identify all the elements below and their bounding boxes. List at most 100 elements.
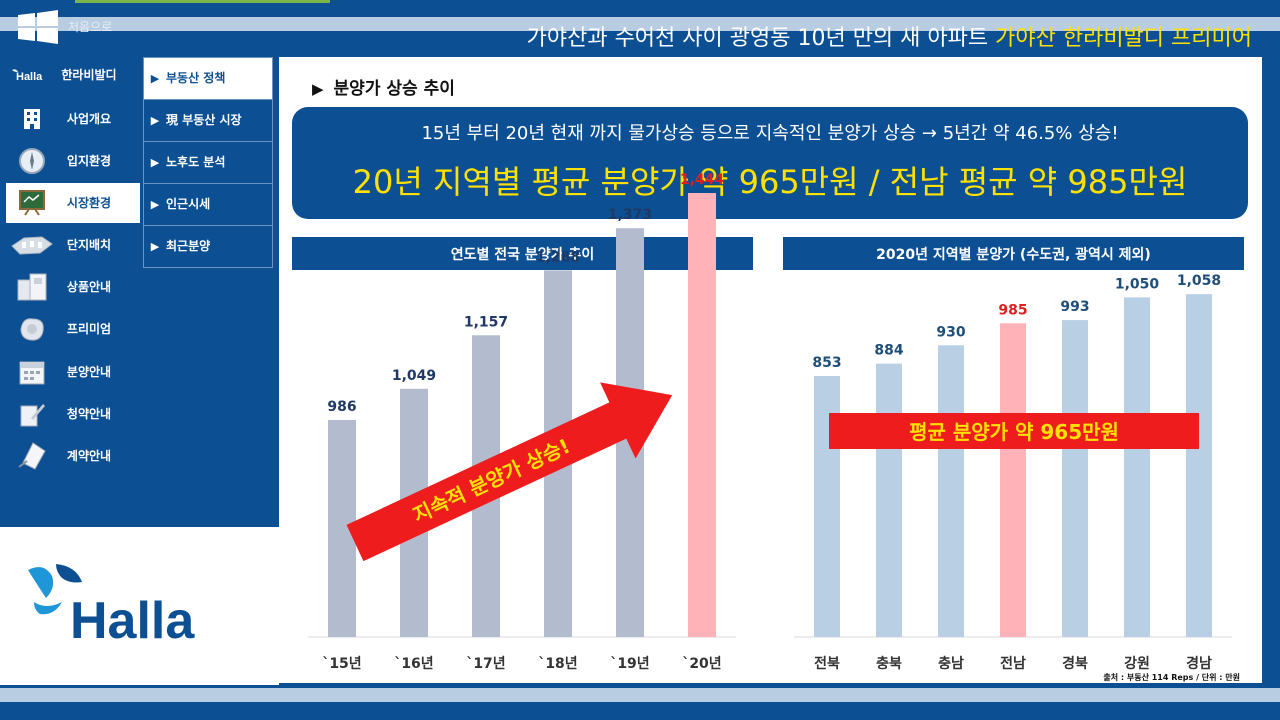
value-label-5: 1,444 [680, 172, 725, 188]
banner-line-1: 15년 부터 20년 현재 까지 물가상승 등으로 지속적인 분양가 상승 → … [421, 123, 1119, 144]
category-label-0: 전북 [814, 655, 840, 672]
average-price-label: 평균 분양가 약 965만원 [909, 420, 1119, 444]
category-label-3: 전남 [1000, 655, 1026, 672]
bar-5 [1124, 297, 1150, 637]
value-label-2: 930 [936, 324, 965, 340]
svg-text:Halla: Halla [16, 71, 43, 82]
category-label-2: `17년 [466, 656, 505, 672]
value-label-0: 986 [327, 399, 356, 415]
submenu-item-label: 최근분양 [166, 239, 211, 253]
play-icon: ▶ [150, 114, 160, 127]
bar-2 [938, 345, 964, 637]
sidebar-item-location[interactable]: 입지환경 [6, 141, 140, 181]
category-label-5: `20년 [682, 656, 721, 672]
floorplan-icon [6, 269, 58, 305]
sidebar-item-label: 상품안내 [66, 279, 112, 294]
average-price-box [829, 413, 1199, 449]
sidebar-item-overview[interactable]: 사업개요 [6, 99, 140, 139]
category-label-0: `15년 [322, 656, 361, 672]
sidebar-item-label: 시장환경 [66, 195, 112, 210]
submenu: ▶ 부동산 정책 ▶ 現 부동산 시장 ▶ 노후도 분석 ▶ 인근시세 ▶ 최근분양 [143, 57, 273, 268]
category-label-3: `18년 [538, 656, 577, 672]
category-label-6: 경남 [1186, 655, 1212, 672]
yearly-price-chart: 986 `15년 1,049 `16년 1,157 `17년 1,288 `18년 1,373 `… [308, 172, 736, 672]
trend-arrow-shape [346, 382, 673, 562]
submenu-item-label: 부동산 정책 [166, 71, 226, 85]
play-icon: ▶ [150, 72, 160, 85]
logo-text: Halla [70, 592, 195, 642]
summary-banner: 15년 부터 20년 현재 까지 물가상승 등으로 지속적인 분양가 상승 → … [292, 107, 1248, 219]
headline-highlight: 가야산 한라비발디 프리미어 [995, 26, 1252, 51]
main-content: ▶ 분양가 상승 추이 15년 부터 20년 현재 까지 물가상승 등으로 지속적… [279, 57, 1262, 683]
value-label-3: 985 [998, 302, 1027, 318]
play-icon: ▶ [150, 240, 160, 253]
headline-main: 가야산과 수어천 사이 광영동 10년 만의 새 아파트 [526, 26, 996, 51]
sidebar-item-label: 한라비발디 [61, 67, 117, 82]
value-label-1: 884 [874, 343, 903, 359]
sidebar-item-product[interactable]: 상품안내 [6, 267, 140, 307]
sidebar-item-sale[interactable]: 분양안내 [6, 352, 140, 392]
play-icon: ▶ [150, 198, 160, 211]
sidebar-item-label: 계약안내 [66, 448, 112, 463]
sidebar-item-label: 단지배치 [66, 237, 112, 252]
top-stripe [0, 17, 1280, 31]
sidebar-item-premium[interactable]: 프리미엄 [6, 309, 140, 349]
submenu-item-policy[interactable]: ▶ 부동산 정책 [143, 57, 273, 100]
sidebar-item-siteplan[interactable]: 단지배치 [6, 225, 140, 265]
value-label-5: 1,050 [1115, 276, 1160, 292]
sidebar-item-hallavivaldi[interactable]: Halla 한라비발디 [6, 55, 140, 95]
value-label-2: 1,157 [464, 314, 508, 330]
submenu-item-nearby-price[interactable]: ▶ 인근시세 [143, 184, 273, 226]
page-headline: 가야산과 수어천 사이 광영동 10년 만의 새 아파트 가야산 한라비발디 프… [527, 20, 1252, 52]
calendar-icon [6, 354, 58, 390]
category-label-2: 충남 [938, 655, 964, 672]
bar-3 [1000, 323, 1026, 637]
sidebar-item-contract[interactable]: 계약안내 [6, 436, 140, 476]
contract-icon [6, 438, 58, 474]
building-icon [6, 101, 58, 137]
sidebar-item-market[interactable]: 시장환경 [6, 183, 140, 223]
sidebar-item-label: 분양안내 [66, 364, 112, 379]
bar-4 [1062, 320, 1088, 637]
sidebar-item-label: 프리미엄 [66, 321, 112, 336]
category-label-5: 강원 [1124, 655, 1150, 672]
compass-icon [6, 143, 58, 179]
category-label-4: `19년 [610, 656, 649, 672]
premium-icon [6, 311, 58, 347]
value-label-4: 993 [1060, 299, 1089, 315]
chart1-title: 연도별 전국 분양가 추이 [292, 237, 753, 270]
sidebar-item-label: 사업개요 [66, 111, 112, 126]
halla-logo: Halla [26, 562, 246, 650]
submenu-item-recent-sale[interactable]: ▶ 최근분양 [143, 226, 273, 268]
submenu-item-label: 現 부동산 시장 [166, 113, 242, 127]
bottom-stripe [0, 688, 1280, 702]
source-note: 출처 : 부동산 114 Reps / 단위 : 만원 [1103, 673, 1240, 682]
section-title: ▶ 분양가 상승 추이 [312, 79, 492, 99]
bar-6 [1186, 294, 1212, 637]
play-icon: ▶ [150, 156, 160, 169]
submenu-item-label: 노후도 분석 [166, 155, 226, 169]
top-bar: 처음으로 가야산과 수어천 사이 광영동 10년 만의 새 아파트 가야산 한라… [0, 0, 1280, 55]
home-link[interactable]: 처음으로 [68, 20, 113, 34]
home-windows-icon[interactable] [16, 10, 60, 44]
sidebar-item-subscription[interactable]: 청약안내 [6, 394, 140, 434]
accent-line [75, 0, 330, 3]
application-icon [6, 396, 58, 432]
triangle-bullet-icon: ▶ [312, 80, 324, 98]
site-map-icon [6, 227, 58, 263]
halla-logo-icon: Halla [6, 57, 58, 93]
value-label-4: 1,373 [608, 207, 652, 223]
sidebar-item-label: 입지환경 [66, 153, 112, 168]
value-label-6: 1,058 [1177, 273, 1221, 289]
category-label-1: 충북 [876, 656, 902, 672]
category-label-4: 경북 [1062, 655, 1088, 672]
submenu-item-current-market[interactable]: ▶ 現 부동산 시장 [143, 100, 273, 142]
submenu-item-label: 인근시세 [166, 197, 211, 211]
chart2-title: 2020년 지역별 분양가 (수도권, 광역시 제외) [783, 237, 1244, 270]
chalkboard-icon [6, 185, 58, 221]
banner-line-2: 20년 지역별 평균 분양가 약 965만원 / 전남 평균 약 985만원 [352, 163, 1188, 201]
submenu-item-aging[interactable]: ▶ 노후도 분석 [143, 142, 273, 184]
sidebar-item-label: 청약안내 [66, 406, 112, 421]
bar-1 [876, 363, 902, 637]
regional-price-chart: 853 전북 884 충북 930 충남 985 전남 993 경북 1,050 강원 1,058 경남 평… [794, 273, 1232, 672]
